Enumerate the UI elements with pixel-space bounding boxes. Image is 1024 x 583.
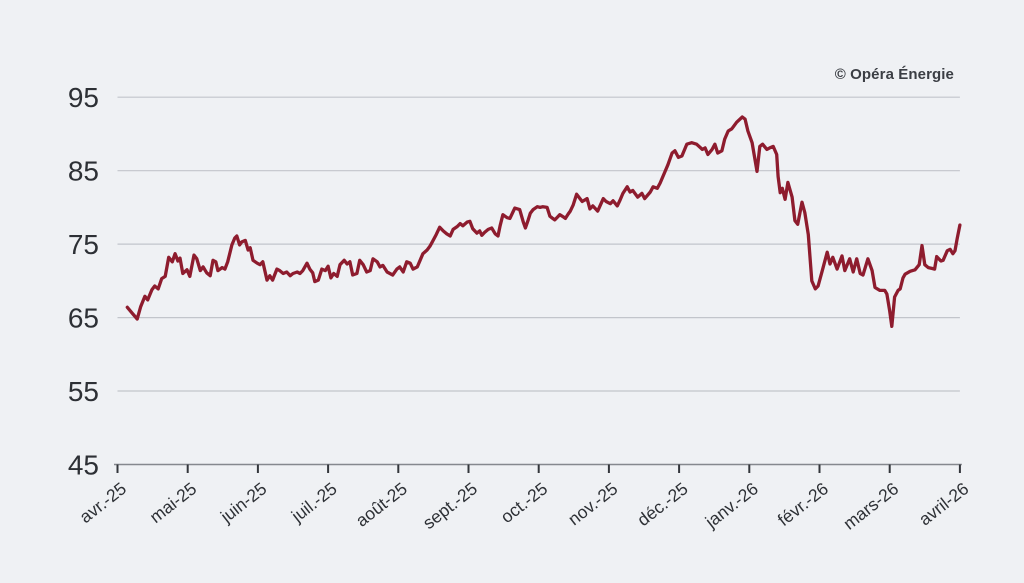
x-axis-tick-label: avr.-25 bbox=[76, 478, 130, 527]
x-axis-tick-label: déc.-25 bbox=[633, 478, 691, 530]
price-series-line bbox=[125, 115, 962, 329]
x-axis-tick-label: janv.-26 bbox=[701, 478, 762, 532]
y-axis-tick-label: 65 bbox=[68, 303, 99, 334]
y-axis-tick-label: 95 bbox=[68, 82, 99, 113]
x-axis-tick-label: févr.-26 bbox=[774, 478, 832, 530]
y-axis-tick-label: 45 bbox=[68, 450, 99, 481]
y-axis-tick-label: 75 bbox=[68, 229, 99, 260]
x-axis-tick-label: nov.-25 bbox=[564, 478, 621, 529]
x-axis-tick-label: mai-25 bbox=[146, 478, 200, 527]
x-axis-tick-label: mars-26 bbox=[839, 478, 902, 533]
x-axis-tick-label: juin-25 bbox=[216, 478, 271, 527]
x-axis-tick-label: juil.-25 bbox=[287, 478, 341, 526]
x-axis-tick-label: oct.-25 bbox=[497, 478, 551, 527]
copyright-label: © Opéra Énergie bbox=[834, 66, 954, 83]
x-axis-tick-label: août-25 bbox=[352, 478, 411, 530]
y-axis-tick-label: 85 bbox=[68, 156, 99, 187]
y-axis-tick-label: 55 bbox=[68, 376, 99, 407]
x-axis-tick-label: sept.-25 bbox=[419, 478, 481, 533]
x-axis-tick-label: avril-26 bbox=[915, 478, 973, 529]
